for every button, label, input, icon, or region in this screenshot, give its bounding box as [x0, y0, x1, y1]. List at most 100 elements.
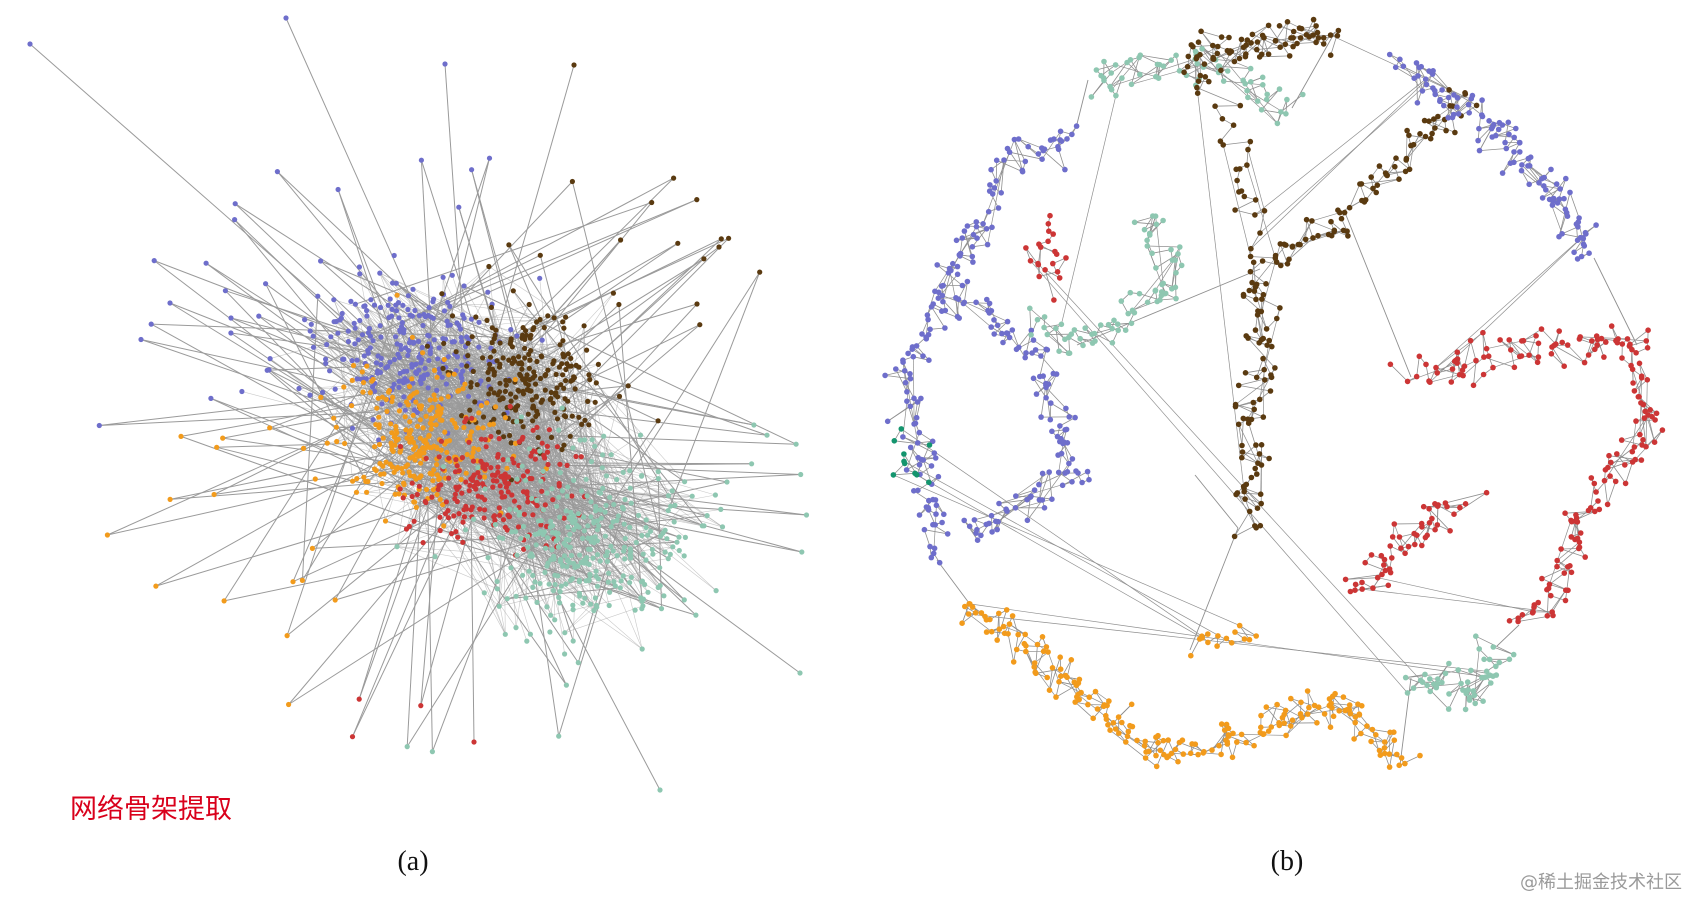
edge: [1464, 340, 1471, 367]
node: [494, 578, 500, 585]
node: [1025, 143, 1031, 150]
edge: [392, 258, 705, 452]
node: [361, 353, 367, 359]
edge: [1541, 578, 1569, 591]
node: [621, 548, 627, 554]
node: [1256, 54, 1263, 60]
node: [537, 252, 543, 258]
node: [429, 421, 435, 428]
node: [1153, 221, 1160, 228]
edge: [277, 171, 533, 479]
node: [232, 217, 238, 223]
node: [556, 733, 562, 739]
node: [526, 387, 532, 394]
node: [1346, 204, 1353, 211]
node: [1173, 295, 1179, 302]
node: [1396, 176, 1402, 182]
node: [530, 327, 536, 333]
node: [570, 445, 576, 451]
edge: [1262, 260, 1281, 266]
node: [1242, 80, 1248, 87]
edge: [1016, 634, 1026, 650]
node: [674, 539, 680, 545]
node: [544, 535, 551, 541]
node: [414, 491, 420, 498]
node: [376, 422, 382, 428]
edge: [29, 43, 471, 431]
node: [441, 523, 447, 529]
node: [934, 262, 940, 268]
node: [408, 427, 414, 433]
node: [440, 502, 446, 508]
node: [534, 497, 540, 503]
node: [1261, 366, 1267, 373]
node: [573, 362, 579, 368]
edge: [1495, 135, 1515, 138]
node: [153, 583, 159, 589]
node: [1245, 94, 1251, 101]
node: [1452, 129, 1458, 136]
edge: [1428, 508, 1451, 532]
node: [1131, 309, 1138, 316]
node: [995, 205, 1002, 211]
node: [910, 353, 917, 360]
edge: [1556, 541, 1580, 561]
node: [1473, 102, 1480, 109]
node: [926, 497, 932, 504]
node: [461, 283, 467, 289]
node: [584, 347, 590, 353]
node: [438, 447, 444, 453]
edge: [1076, 79, 1089, 125]
node: [435, 403, 442, 410]
node: [1066, 460, 1072, 467]
edge: [379, 272, 564, 358]
node: [1072, 414, 1078, 421]
node: [423, 486, 430, 493]
node: [961, 228, 968, 234]
node: [459, 490, 465, 496]
node: [665, 493, 672, 499]
node: [486, 155, 493, 161]
node: [323, 360, 329, 366]
edge: [1015, 489, 1035, 497]
node: [1235, 382, 1242, 389]
node: [413, 399, 419, 405]
node: [1265, 51, 1272, 57]
node: [508, 565, 514, 571]
edge: [1220, 47, 1244, 71]
edge: [1399, 64, 1466, 98]
edge: [241, 391, 474, 453]
edge: [1279, 243, 1288, 264]
node: [904, 398, 910, 405]
edge: [1392, 536, 1406, 554]
node: [505, 474, 512, 480]
node: [418, 460, 424, 466]
node: [481, 474, 488, 480]
node: [445, 394, 451, 400]
node: [598, 515, 604, 521]
node: [509, 344, 515, 350]
edge: [1252, 25, 1269, 35]
node: [454, 320, 460, 326]
node: [1320, 41, 1327, 47]
edge: [335, 533, 559, 601]
node: [506, 242, 512, 248]
node: [385, 389, 392, 395]
node: [559, 361, 565, 367]
node: [485, 376, 491, 382]
edge: [418, 488, 678, 543]
node: [478, 436, 484, 442]
node: [376, 414, 382, 420]
node: [431, 367, 438, 373]
edge: [1234, 631, 1257, 637]
node: [1071, 327, 1078, 333]
node: [374, 405, 380, 411]
node: [921, 526, 928, 533]
node: [469, 167, 475, 173]
node: [208, 395, 214, 401]
node: [480, 355, 486, 361]
edge: [536, 499, 802, 553]
node: [1290, 28, 1297, 35]
edge: [1033, 378, 1047, 399]
node: [504, 596, 510, 602]
